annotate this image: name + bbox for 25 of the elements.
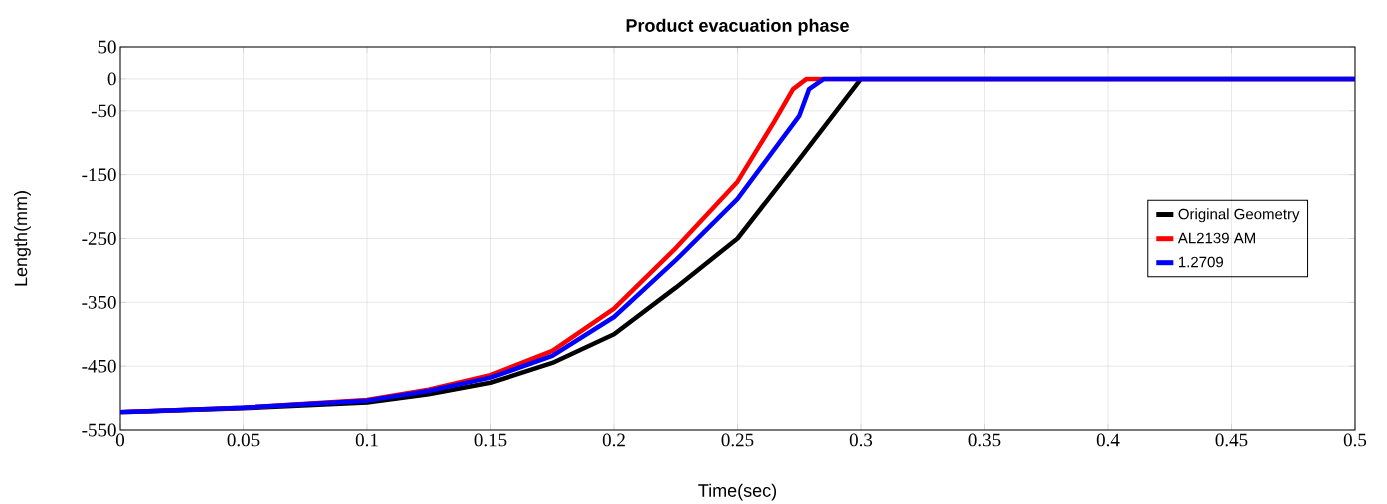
x-tick-label: 0.2	[602, 433, 625, 447]
legend-label: AL2139 AM	[1177, 232, 1255, 244]
x-tick-label: 0.5	[1343, 433, 1367, 447]
x-tick-label: 0.1	[355, 433, 378, 447]
x-tick-label: 0.45	[1215, 433, 1248, 447]
x-tick-label: 0.4	[1096, 433, 1120, 447]
x-tick-label: 0.05	[227, 433, 260, 447]
y-axis-title: Length(mm)	[14, 191, 31, 286]
x-tick-label: 0.25	[721, 433, 754, 447]
x-tick-label: 0.3	[849, 433, 873, 447]
y-tick-label: -250	[82, 232, 116, 245]
y-tick-label: -50	[91, 104, 116, 118]
y-tick-label: -550	[82, 423, 116, 437]
x-tick-label: 0	[115, 433, 125, 447]
chart-title: Product evacuation phase	[626, 18, 849, 36]
y-tick-label: 50	[98, 40, 116, 54]
legend-label: Original Geometry	[1178, 208, 1300, 223]
legend-label: 1.2709	[1179, 256, 1223, 268]
x-axis-title: Time(sec)	[698, 483, 777, 501]
y-tick-label: -450	[82, 359, 116, 373]
y-tick-label: -350	[82, 295, 116, 309]
y-tick-label: -150	[82, 168, 116, 182]
x-tick-label: 0.35	[968, 433, 1001, 447]
x-tick-label: 0.15	[474, 433, 507, 447]
y-tick-label: 0	[107, 72, 116, 86]
